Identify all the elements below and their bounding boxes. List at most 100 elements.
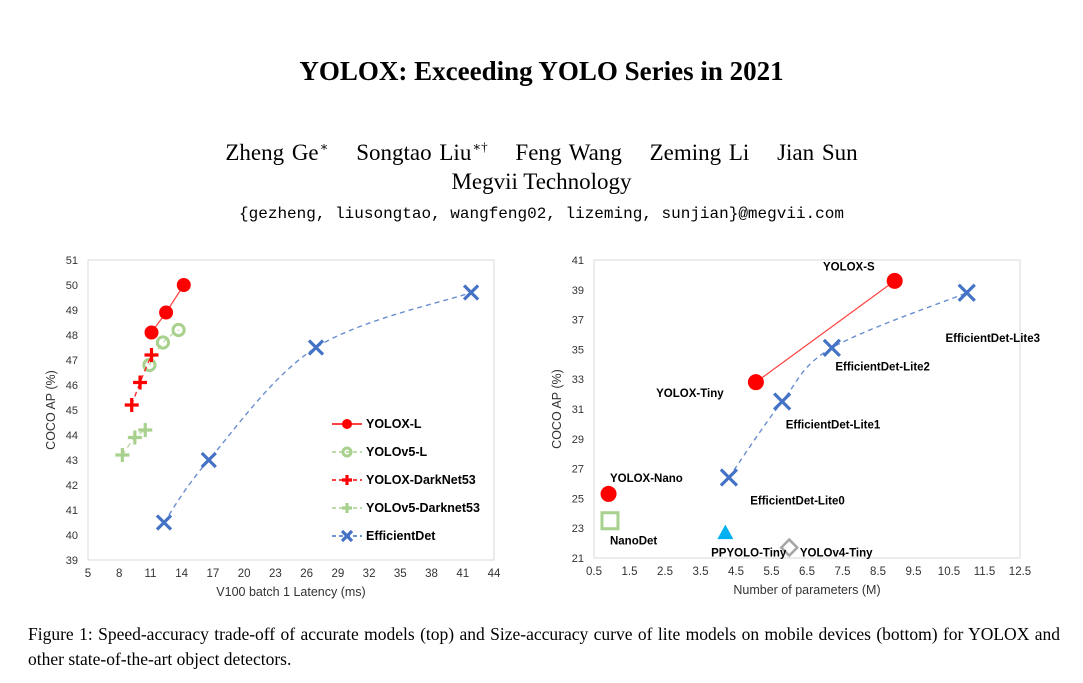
- data-point: [717, 524, 734, 540]
- x-tick-label: 12.5: [1009, 566, 1031, 578]
- figure-caption: Figure 1: Speed-accuracy trade-off of ac…: [28, 624, 1060, 669]
- x-axis-label: Number of parameters (M): [733, 583, 880, 597]
- annotation-efficientdet-lite1: EfficientDet-Lite1: [786, 419, 881, 431]
- y-tick-label: 47: [66, 355, 78, 367]
- data-point: [159, 305, 174, 320]
- series-line: [728, 292, 968, 478]
- x-tick-label: 11.5: [974, 566, 996, 578]
- legend-marker: [340, 529, 354, 543]
- x-tick-label: 32: [363, 568, 376, 580]
- legend-marker: [342, 503, 352, 513]
- x-tick-label: 8: [116, 568, 122, 580]
- size-accuracy-chart: 21 23 25 27 29 31 33 35 37 39 41 0.5 1.5 2.5 3.5 4.5 5.5…: [550, 255, 1040, 597]
- data-point: [779, 537, 800, 558]
- author-name: Songtao Liu: [356, 140, 472, 165]
- annotation-yolox-tiny: YOLOX-Tiny: [656, 388, 724, 400]
- data-point: [133, 375, 148, 390]
- x-tick-label: 35: [394, 568, 407, 580]
- y-tick-label: 45: [66, 405, 78, 417]
- author: Songtao Liu∗†: [356, 139, 487, 165]
- x-tick-label: 23: [269, 568, 282, 580]
- author: Zeming Li: [650, 140, 750, 165]
- y-tick-label: 50: [66, 280, 78, 292]
- y-tick-label: 43: [66, 455, 78, 467]
- y-axis-label: COCO AP (%): [550, 369, 564, 449]
- data-point: [747, 374, 764, 391]
- y-tick-label: 31: [572, 404, 584, 416]
- x-tick-label: 29: [331, 568, 344, 580]
- data-point: [886, 272, 903, 289]
- data-point: [719, 468, 739, 487]
- data-point: [127, 430, 142, 445]
- y-tick-label: 27: [572, 464, 584, 476]
- latency-accuracy-chart: 39 40 41 42 43 44 45 46 47 48 49 50 51 5 8 11 14 17 20 23 26…: [44, 255, 501, 599]
- plot-frame: [87, 259, 495, 561]
- data-point: [600, 485, 617, 502]
- data-point: [155, 514, 173, 531]
- author: Jian Sun: [777, 140, 858, 165]
- x-tick-label: 5: [85, 568, 91, 580]
- y-tick-label: 49: [66, 305, 78, 317]
- legend-label-yolov5-darknet53: YOLOv5-Darknet53: [366, 501, 480, 515]
- data-point: [138, 423, 153, 437]
- data-point: [600, 511, 620, 531]
- series-line: [755, 280, 896, 383]
- data-point: [115, 448, 130, 462]
- data-point: [462, 284, 480, 301]
- y-tick-label: 29: [572, 434, 584, 446]
- author-name: Jian Sun: [777, 140, 858, 165]
- legend-marker: [342, 419, 352, 429]
- x-tick-label: 3.5: [693, 566, 709, 578]
- annotation-yolox-s: YOLOX-S: [823, 261, 875, 273]
- legend-label-yolov5-l: YOLOv5-L: [366, 445, 427, 459]
- series-line: [163, 291, 472, 523]
- annotation-yolov4-tiny: YOLOv4-Tiny: [800, 548, 873, 560]
- author: Feng Wang: [515, 140, 621, 165]
- data-point: [822, 338, 841, 358]
- legend-label-yolox-darknet53: YOLOX-DarkNet53: [366, 473, 476, 487]
- author-name: Feng Wang: [515, 140, 622, 165]
- x-tick-label: 14: [175, 568, 188, 580]
- annotation-efficientdet-lite0: EfficientDet-Lite0: [750, 495, 845, 507]
- y-tick-label: 33: [572, 374, 584, 386]
- x-tick-label: 2.5: [657, 566, 673, 578]
- annotation-ppyolo-tiny: PPYOLO-Tiny: [711, 548, 787, 560]
- legend-label-yolox-l: YOLOX-L: [366, 417, 422, 431]
- x-tick-label: 10.5: [938, 566, 960, 578]
- x-tick-label: 5.5: [764, 566, 780, 578]
- x-tick-label: 0.5: [586, 566, 602, 578]
- data-point: [307, 339, 325, 356]
- data-point: [171, 322, 186, 338]
- series-line: [131, 354, 153, 406]
- y-tick-label: 42: [66, 480, 78, 492]
- annotation-nanodet: NanoDet: [610, 536, 657, 548]
- author-list: Zheng Ge∗ Songtao Liu∗† Feng Wang Zeming…: [0, 139, 1083, 166]
- x-tick-label: 4.5: [728, 566, 744, 578]
- legend-label-efficientdet: EfficientDet: [366, 529, 436, 543]
- y-tick-label: 51: [66, 255, 78, 267]
- y-tick-label: 41: [572, 255, 584, 267]
- x-tick-label: 44: [488, 568, 501, 580]
- y-tick-label: 44: [66, 430, 78, 442]
- annotation-yolox-nano: YOLOX-Nano: [610, 473, 683, 485]
- y-tick-label: 46: [66, 380, 78, 392]
- y-tick-label: 21: [572, 553, 584, 565]
- data-point: [144, 348, 159, 362]
- author-name: Zeming Li: [649, 140, 750, 165]
- y-tick-label: 48: [66, 330, 78, 342]
- data-point: [200, 451, 217, 469]
- data-point: [144, 325, 159, 340]
- x-tick-label: 26: [300, 568, 313, 580]
- y-axis-label: COCO AP (%): [44, 370, 58, 450]
- y-tick-label: 37: [572, 315, 584, 327]
- data-point: [957, 283, 976, 302]
- author-emails: {gezheng, liusongtao, wangfeng02, lizemi…: [239, 205, 844, 223]
- x-tick-label: 9.5: [906, 566, 922, 578]
- paper-title: YOLOX: Exceeding YOLO Series in 2021: [299, 56, 784, 86]
- author: Zheng Ge∗: [225, 139, 328, 165]
- y-tick-label: 39: [66, 555, 78, 567]
- x-tick-label: 7.5: [835, 566, 851, 578]
- y-tick-label: 40: [66, 530, 78, 542]
- annotation-efficientdet-lite3: EfficientDet-Lite3: [945, 333, 1040, 345]
- legend-marker: [341, 446, 353, 458]
